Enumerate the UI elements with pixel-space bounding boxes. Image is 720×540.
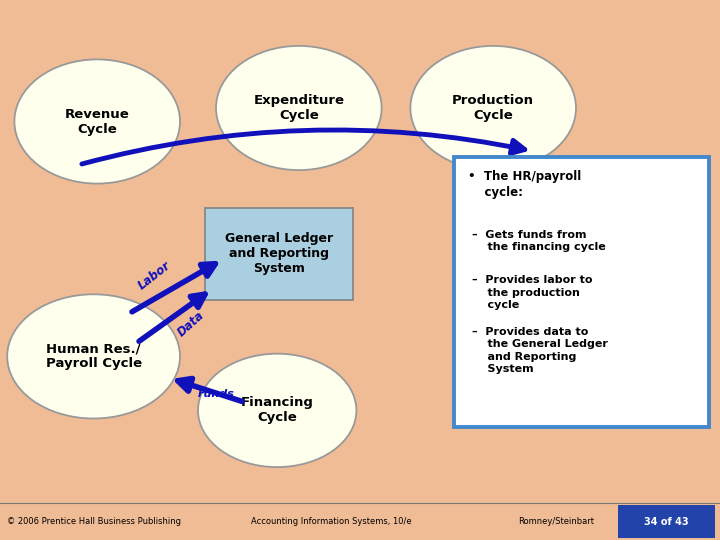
Ellipse shape	[14, 59, 180, 184]
Text: –  Provides labor to
    the production
    cycle: – Provides labor to the production cycle	[472, 275, 592, 310]
Text: Romney/Steinbart: Romney/Steinbart	[518, 517, 595, 525]
Ellipse shape	[216, 46, 382, 170]
Text: –  Gets funds from
    the financing cycle: – Gets funds from the financing cycle	[472, 230, 606, 252]
Text: Labor: Labor	[136, 259, 174, 292]
Text: Revenue
Cycle: Revenue Cycle	[65, 107, 130, 136]
Text: Expenditure
Cycle: Expenditure Cycle	[253, 94, 344, 122]
Text: Human Res./
Payroll Cycle: Human Res./ Payroll Cycle	[45, 342, 142, 370]
Text: 34 of 43: 34 of 43	[644, 517, 689, 526]
Text: Data: Data	[175, 309, 207, 339]
Text: –  Provides data to
    the General Ledger
    and Reporting
    System: – Provides data to the General Ledger an…	[472, 327, 608, 374]
Text: Production
Cycle: Production Cycle	[452, 94, 534, 122]
Ellipse shape	[198, 354, 356, 467]
Ellipse shape	[410, 46, 576, 170]
FancyBboxPatch shape	[618, 505, 715, 538]
Text: © 2006 Prentice Hall Business Publishing: © 2006 Prentice Hall Business Publishing	[7, 517, 181, 525]
FancyBboxPatch shape	[454, 157, 709, 427]
Text: Funds: Funds	[197, 389, 235, 399]
Text: Accounting Information Systems, 10/e: Accounting Information Systems, 10/e	[251, 517, 412, 525]
Text: •  The HR/payroll
    cycle:: • The HR/payroll cycle:	[468, 170, 581, 199]
Text: Financing
Cycle: Financing Cycle	[240, 396, 314, 424]
Text: General Ledger
and Reporting
System: General Ledger and Reporting System	[225, 232, 333, 275]
FancyBboxPatch shape	[205, 208, 353, 300]
Ellipse shape	[7, 294, 180, 418]
